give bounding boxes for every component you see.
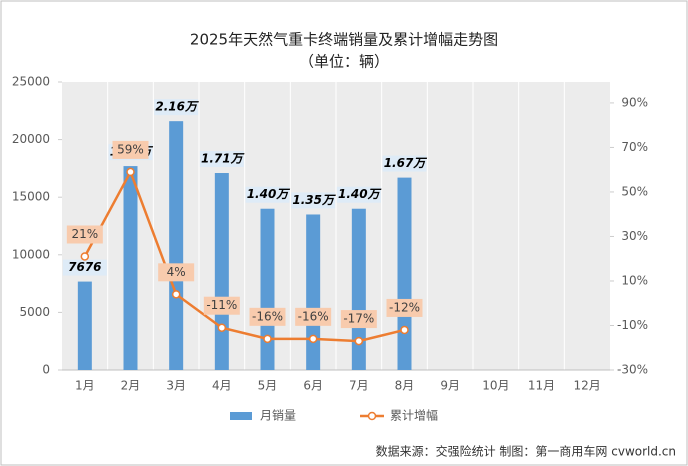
line-label: -17% [343, 312, 374, 326]
bar-label-bg [245, 186, 290, 203]
y-tick-label: 5000 [19, 305, 50, 319]
y2-tick-label: 30% [621, 229, 648, 243]
x-tick-label: 12月 [574, 379, 601, 393]
x-tick-label: 3月 [166, 379, 186, 393]
line [83, 168, 405, 343]
y-tick-label: 10000 [12, 247, 50, 261]
chart-subtitle: （单位：辆） [299, 53, 389, 71]
bar-label-bg [154, 99, 199, 116]
x-tick-label: 9月 [440, 379, 460, 393]
bar [397, 177, 412, 370]
bar-label-bg [62, 259, 107, 276]
bar-label: 1.71万 [201, 152, 245, 166]
line-label-bg [340, 310, 377, 329]
bar [260, 208, 275, 370]
source-note: 数据来源：交强险统计 制图：第一商用车网 cvworld.cn [376, 444, 676, 459]
line-point [354, 336, 364, 346]
bar [351, 208, 366, 370]
bar-label-bg [382, 155, 427, 172]
line-label: -12% [389, 300, 420, 314]
y-tick-label: 25000 [12, 75, 50, 89]
x-tick-label: 7月 [349, 379, 369, 393]
x-tick-label: 11月 [528, 379, 555, 393]
legend-label: 月销量 [260, 409, 296, 423]
x-tick-label: 10月 [482, 379, 509, 393]
line-point [308, 334, 318, 344]
bar [77, 281, 92, 370]
legend-swatch [230, 412, 252, 420]
legend-marker [367, 411, 377, 421]
x-tick-label: 8月 [395, 379, 415, 393]
y2-tick-label: -10% [617, 318, 648, 332]
y2-tick-label: -30% [617, 363, 648, 377]
x-tick-label: 4月 [212, 379, 232, 393]
line-label: 4% [167, 265, 186, 279]
bar-label: 1.40万 [338, 187, 382, 201]
line-label-bg [249, 307, 286, 326]
bar-label-bg [199, 151, 244, 168]
line-point [263, 334, 272, 344]
line-label: -16% [298, 309, 329, 323]
bar [306, 214, 321, 370]
x-tick-label: 5月 [258, 379, 278, 393]
bar-label: 7676 [68, 260, 101, 274]
x-tick-label: 2月 [121, 379, 141, 393]
bar [123, 166, 138, 370]
y2-tick-label: 10% [621, 273, 648, 287]
x-tick-label: 6月 [303, 379, 323, 393]
y-tick-label: 15000 [12, 190, 50, 204]
line-point [126, 167, 135, 177]
line-label: 59% [117, 142, 144, 156]
y2-tick-label: 50% [621, 184, 648, 198]
y2-tick-label: 90% [621, 95, 648, 109]
legend-label: 累计增幅 [390, 408, 438, 423]
line-label-bg [386, 298, 423, 317]
bar-label: 1.67万 [384, 156, 428, 170]
y-tick-label: 0 [42, 363, 50, 377]
bar-label-bg [291, 192, 336, 209]
line-label-bg [158, 263, 195, 282]
y2-tick-label: 70% [621, 140, 648, 154]
line-point [171, 290, 181, 299]
x-tick-label: 1月 [75, 379, 95, 393]
bar-label: 1.35万 [292, 193, 336, 207]
line-point [80, 252, 90, 261]
bar-label-bg [336, 186, 381, 203]
line-label-bg [112, 140, 149, 159]
line-label-bg [295, 307, 332, 326]
bar-label: 2.16万 [155, 100, 199, 114]
line-label: 21% [71, 227, 98, 241]
line-label-bg [203, 296, 240, 315]
line-label-bg [66, 225, 103, 244]
line-label: -16% [252, 309, 283, 323]
line-label: -11% [206, 298, 237, 312]
bar [169, 121, 184, 370]
bar [214, 173, 229, 370]
chart-title: 2025年天然气重卡终端销量及累计增幅走势图 [190, 31, 498, 49]
bar-label: 1.40万 [247, 187, 291, 201]
line-point [400, 325, 409, 335]
y-tick-label: 20000 [12, 132, 50, 146]
line-point [217, 323, 227, 332]
